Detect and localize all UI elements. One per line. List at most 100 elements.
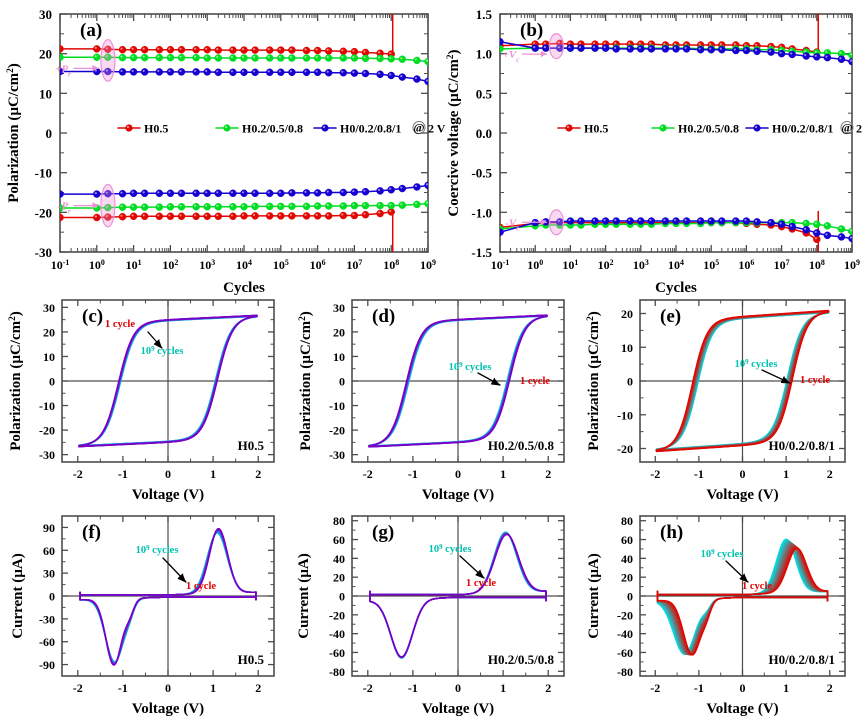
data-point-highlight	[754, 219, 758, 222]
data-point-highlight	[278, 55, 281, 59]
data-point	[601, 44, 610, 52]
ytick-label-f: 90	[43, 521, 55, 535]
data-point-highlight	[94, 215, 97, 218]
data-point-highlight	[194, 214, 197, 217]
data-point	[192, 212, 200, 221]
annotation-label: -Pr	[58, 201, 71, 216]
ytick-label-h: 60	[621, 533, 633, 547]
data-point-highlight	[698, 42, 701, 46]
data-point-highlight	[205, 69, 208, 73]
data-point	[566, 44, 575, 52]
data-point	[229, 68, 237, 77]
data-point-highlight	[304, 70, 307, 73]
data-point	[350, 69, 359, 77]
data-point-highlight	[194, 69, 197, 73]
data-point-highlight	[168, 55, 171, 58]
data-point	[802, 52, 810, 60]
annotation-ellipse	[548, 32, 564, 60]
data-point	[140, 45, 149, 54]
data-point	[672, 217, 680, 225]
data-point	[661, 217, 670, 225]
panel-letter-b: (b)	[520, 20, 543, 41]
xtick-label-d: 1	[500, 467, 506, 481]
data-point-highlight	[352, 71, 355, 74]
data-point	[277, 202, 285, 211]
data-point-highlight	[500, 47, 501, 49]
data-point-highlight	[592, 218, 596, 222]
xtick-label-c: -1	[118, 467, 128, 481]
xtick-label-f: 2	[255, 681, 261, 695]
sample-label-g: H0.2/0.5/0.8	[488, 652, 555, 667]
data-point-highlight	[120, 205, 123, 208]
data-point	[166, 53, 175, 62]
data-point-highlight	[568, 46, 571, 49]
data-point-highlight	[592, 46, 596, 49]
ytick-label-a: -20	[35, 205, 52, 220]
xtick-label-a: 109	[420, 258, 436, 273]
xaxis-title-h: Voltage (V)	[706, 701, 778, 717]
at-glyph: @	[841, 121, 852, 135]
data-point-highlight	[814, 222, 817, 225]
data-point	[140, 189, 149, 198]
data-point-highlight	[326, 55, 329, 59]
data-point	[424, 181, 428, 190]
data-point	[155, 45, 164, 54]
data-point-highlight	[326, 48, 329, 51]
annotation-arrowhead	[92, 65, 99, 72]
iv-curve	[79, 527, 257, 666]
data-point	[647, 217, 656, 225]
panel-a	[59, 13, 429, 253]
data-point-highlight	[168, 214, 171, 217]
data-point	[302, 202, 311, 211]
data-point-highlight	[614, 46, 617, 50]
data-point	[214, 189, 223, 198]
data-point	[732, 217, 740, 225]
sample-label-c: H0.5	[238, 438, 265, 453]
panel-f	[61, 515, 275, 677]
data-point-highlight	[733, 218, 736, 222]
data-point-highlight	[768, 220, 772, 223]
data-point-highlight	[663, 218, 666, 222]
ytick-label-g: 40	[333, 552, 345, 566]
panel-c	[61, 299, 275, 463]
data-point-highlight	[131, 205, 134, 208]
data-point	[777, 220, 786, 228]
data-point-highlight	[754, 43, 758, 46]
data-point	[277, 46, 285, 54]
ytick-label-f: -60	[39, 635, 55, 649]
legend-label: H0.5	[144, 122, 168, 136]
data-point	[376, 187, 384, 195]
yaxis-title-c: Polarization (µC/cm2)	[8, 311, 24, 451]
data-point-highlight	[230, 55, 234, 59]
data-point-highlight	[131, 214, 134, 217]
ytick-label-f: 0	[49, 590, 55, 604]
data-point	[155, 68, 164, 76]
data-point-highlight	[814, 237, 817, 240]
data-point	[60, 190, 64, 198]
data-point	[591, 217, 599, 225]
data-point-highlight	[363, 71, 366, 74]
data-point	[60, 53, 64, 61]
data-point-highlight	[205, 191, 208, 194]
ytick-label-c: 30	[43, 301, 55, 315]
data-point-highlight	[157, 214, 160, 217]
loops-group-c	[78, 314, 258, 448]
data-point-highlight	[120, 47, 123, 50]
data-point	[313, 54, 322, 62]
data-point-highlight	[105, 191, 108, 194]
xtick-label-f: 1	[210, 681, 216, 695]
data-point	[155, 189, 164, 198]
data-point	[251, 202, 259, 211]
data-point-highlight	[289, 204, 292, 207]
xtick-label-b: 102	[598, 258, 614, 273]
data-point	[339, 188, 348, 197]
ytick-label-c: -20	[39, 424, 55, 438]
ytick-label-h: 20	[621, 571, 633, 585]
panel-letter-e: (e)	[660, 306, 681, 327]
data-point-highlight	[157, 47, 160, 50]
data-point-highlight	[216, 70, 219, 73]
data-point	[118, 203, 127, 211]
data-point	[376, 54, 384, 63]
data-point	[802, 226, 810, 234]
data-point-highlight	[60, 192, 61, 194]
